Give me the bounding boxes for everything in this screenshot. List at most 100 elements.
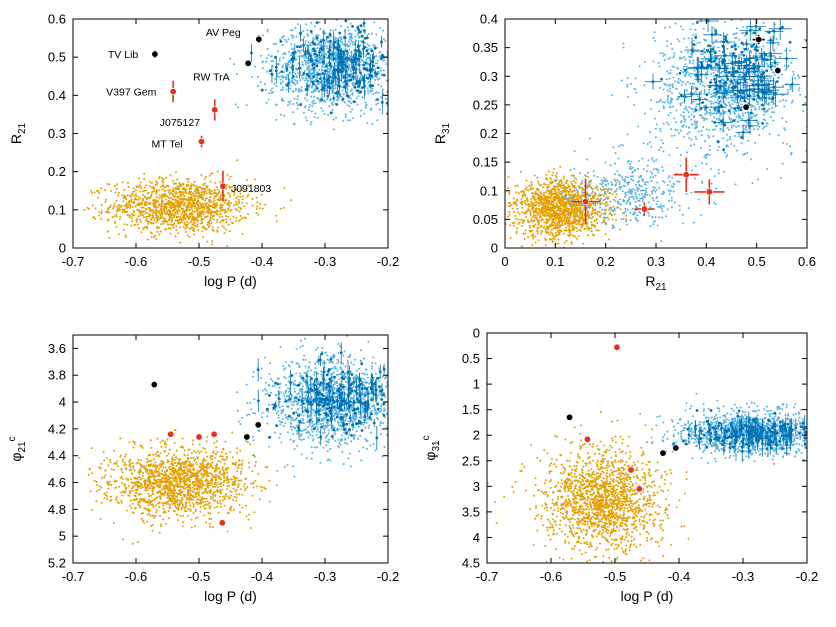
cloud-point — [311, 63, 315, 67]
cloud-point — [644, 112, 646, 115]
cloud-point — [290, 34, 293, 37]
cloud-point — [531, 244, 534, 247]
cloud-point — [547, 208, 550, 211]
cloud-point — [137, 215, 140, 218]
cloud-point — [206, 185, 209, 188]
cloud-point — [303, 59, 306, 62]
cloud-point — [275, 42, 278, 45]
cloud-point — [350, 35, 353, 38]
cloud-point — [131, 206, 134, 208]
cloud-point — [193, 219, 196, 222]
cloud-point — [572, 227, 575, 230]
cloud-point — [174, 219, 177, 222]
cloud-point — [369, 108, 372, 111]
cloud-point — [724, 151, 726, 154]
cloud-point — [353, 86, 357, 89]
cloud-point — [305, 61, 307, 64]
cloud-point — [529, 212, 532, 215]
cloud-point — [594, 212, 597, 215]
cloud-point — [257, 85, 259, 87]
cloud-point — [782, 99, 785, 101]
cloud-point — [382, 38, 385, 41]
cloud-point — [140, 211, 143, 214]
cloud-point — [550, 208, 553, 211]
cloud-point — [501, 233, 503, 235]
cloud-point — [374, 79, 377, 81]
cloud-point — [165, 227, 168, 230]
cloud-point — [168, 218, 171, 221]
cloud-point — [349, 76, 352, 79]
cloud-point — [196, 197, 199, 199]
cloud-point — [693, 92, 696, 95]
cloud-point — [418, 55, 420, 57]
cloud-point — [113, 184, 116, 187]
cloud-point — [223, 201, 226, 204]
cloud-point — [361, 40, 365, 44]
cloud-point — [346, 26, 349, 29]
cloud-point — [577, 185, 580, 188]
cloud-point — [213, 199, 216, 202]
cloud-point — [175, 216, 178, 219]
cloud-point — [317, 97, 320, 100]
cloud-point — [530, 197, 533, 200]
cloud-point — [606, 216, 609, 219]
cloud-point — [376, 59, 379, 62]
cloud-point — [512, 197, 515, 200]
cloud-point — [520, 198, 523, 201]
cloud-point — [377, 83, 380, 86]
cloud-point — [300, 74, 303, 77]
cloud-point — [557, 238, 560, 241]
cloud-point — [562, 177, 565, 180]
cloud-point — [546, 199, 549, 202]
cloud-point — [156, 227, 158, 230]
cloud-point — [531, 208, 534, 211]
cloud-point — [542, 186, 544, 189]
cloud-point — [205, 190, 208, 193]
cloud-point — [203, 208, 206, 211]
cloud-point — [605, 188, 608, 191]
cloud-point — [209, 216, 212, 219]
cloud-point — [216, 170, 219, 173]
cloud-point — [574, 220, 577, 223]
cloud-point — [179, 226, 182, 229]
cloud-point — [135, 220, 138, 223]
cloud-point — [154, 211, 157, 214]
cloud-point — [147, 221, 150, 224]
cloud-point — [246, 179, 249, 181]
cloud-point — [536, 176, 539, 179]
cloud-point — [307, 79, 310, 82]
cloud-point — [558, 233, 561, 236]
cloud-point — [195, 209, 198, 212]
cloud-point — [279, 78, 282, 81]
cloud-point — [296, 80, 299, 83]
cloud-point — [607, 218, 610, 221]
cloud-point — [574, 181, 577, 184]
cloud-point — [530, 200, 533, 203]
cloud-point — [352, 117, 354, 120]
cloud-point — [586, 225, 588, 228]
cloud-point — [316, 47, 319, 50]
cloud-point — [137, 227, 140, 230]
cloud-point — [180, 203, 183, 206]
cloud-point — [376, 62, 379, 65]
cloud-point — [353, 60, 357, 64]
cloud-point — [404, 75, 406, 77]
cloud-point — [680, 114, 683, 117]
cloud-point — [220, 194, 223, 196]
cloud-point — [357, 84, 361, 87]
cloud-point — [580, 194, 583, 197]
cloud-point — [145, 208, 148, 210]
cloud-point — [540, 224, 543, 227]
cloud-point — [694, 165, 697, 168]
cloud-point — [246, 195, 249, 198]
cloud-point — [173, 196, 176, 198]
cloud-point — [173, 203, 176, 206]
cloud-point — [364, 61, 368, 65]
cloud-point — [94, 218, 97, 220]
cloud-point — [100, 210, 103, 213]
cloud-point — [108, 211, 111, 214]
cloud-point — [170, 201, 172, 204]
cloud-point — [208, 174, 211, 177]
cloud-point — [286, 104, 289, 107]
cloud-point — [700, 89, 703, 92]
